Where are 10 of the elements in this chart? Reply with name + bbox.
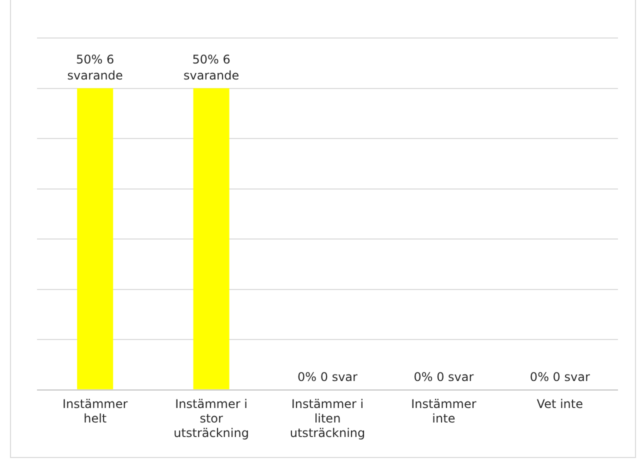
data-label: 50% 6 svarande (67, 52, 123, 82)
x-tick-label: Instämmer inte (411, 397, 476, 426)
data-label: 0% 0 svar (414, 370, 474, 384)
data-label: 0% 0 svar (298, 370, 358, 384)
x-tick-label: Vet inte (536, 397, 584, 412)
x-tick-label: Instämmer i liten utsträckning (290, 397, 366, 440)
x-tick-label: Instämmer i stor utsträckning (174, 397, 249, 440)
data-label: 50% 6 svarande (183, 52, 240, 82)
x-tick-label: Instämmer helt (62, 397, 128, 426)
data-label: 0% 0 svar (530, 370, 590, 384)
